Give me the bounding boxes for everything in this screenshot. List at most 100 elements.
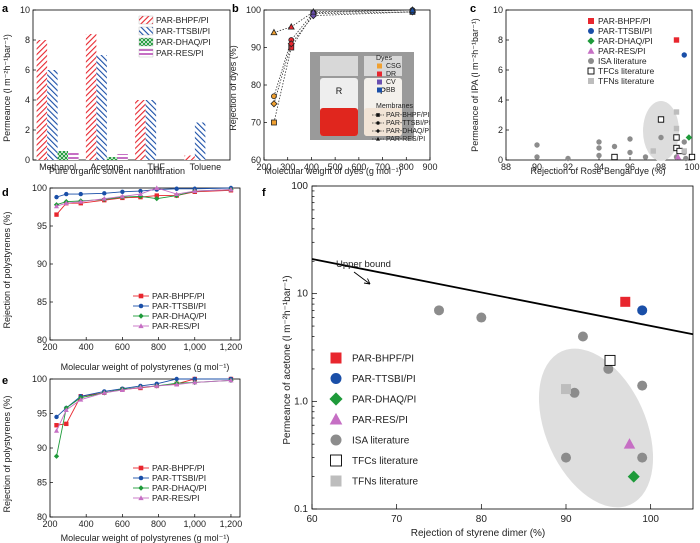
data-point [78, 397, 84, 402]
series-line [56, 379, 231, 457]
legend-marker [138, 465, 144, 471]
y-tick-label: 1.0 [294, 396, 308, 407]
legend-marker [375, 136, 381, 141]
legend-label: PAR-DHAQ/PI [152, 311, 207, 321]
legend-marker [587, 47, 595, 54]
data-point [309, 8, 317, 15]
x-tick-label: 200 [42, 519, 57, 529]
data-point [673, 125, 680, 132]
y-tick-label: 100 [246, 5, 261, 15]
data-point [120, 189, 125, 194]
data-point [53, 428, 60, 433]
y-tick-label: 2 [498, 125, 503, 135]
data-point [673, 109, 680, 115]
y-tick-label: 100 [32, 183, 47, 193]
legend-marker [330, 373, 342, 384]
data-point [637, 452, 648, 463]
y-tick-label: 4 [25, 95, 30, 105]
data-point [673, 37, 680, 43]
bar [47, 70, 58, 160]
data-point [64, 191, 69, 197]
legend-marker [138, 495, 144, 501]
data-point [534, 154, 540, 160]
legend-label: PAR-TTSBI/PI [386, 120, 431, 127]
plot-frame [311, 185, 694, 510]
y-tick-label: 95 [37, 409, 47, 419]
data-point [642, 154, 649, 160]
panel-d-y-label: Rejection of polystyrenes (%) [2, 211, 12, 328]
data-point [228, 186, 234, 192]
bar [57, 151, 69, 160]
data-point [101, 390, 107, 395]
y-tick-label: 8 [25, 35, 30, 45]
legend-label: TFNs literature [598, 76, 654, 86]
legend-swatch [377, 79, 382, 85]
legend-marker [138, 485, 144, 491]
series-line [273, 9, 413, 33]
data-point [54, 414, 59, 420]
data-point [54, 212, 59, 217]
panel-label-d: d [2, 187, 9, 199]
data-point [650, 148, 656, 154]
data-point [228, 377, 234, 383]
data-point [192, 379, 198, 385]
data-point [64, 421, 69, 427]
y-tick-label: 100 [291, 181, 308, 192]
x-category-label: Methanol [39, 162, 76, 172]
data-point [174, 191, 180, 197]
x-tick-label: 300 [280, 162, 295, 172]
legend-marker [376, 113, 380, 117]
legend-label: PAR-RES/PI [156, 48, 204, 58]
panel-f-series: Upper bound [311, 258, 694, 483]
panel-b-dye-rejection-chart: b 60 70 80 90 100 200 300 400 500 600 700 800 900 R … [228, 3, 438, 176]
legend-marker [138, 313, 144, 319]
legend-label: BB [386, 87, 396, 94]
panel-b-axes: 60 70 80 90 100 200 300 400 500 600 700 800 900 [246, 5, 438, 172]
data-point [577, 331, 588, 342]
y-tick-label: 10 [20, 5, 30, 15]
data-point [270, 100, 278, 108]
legend-label: PAR-RES/PI [152, 493, 200, 503]
panel-b-x-label: Molecular weight of dyes (g mol⁻¹) [264, 166, 401, 176]
data-point [611, 143, 618, 150]
panel-d-axes: 80 85 90 95 100 200 400 600 800 1,000 1,200 [32, 183, 242, 352]
legend-marker [376, 121, 380, 125]
upper-bound-line [311, 258, 694, 336]
legend-label: PAR-TTSBI/PI [152, 473, 206, 483]
vial-p-label: P [380, 86, 386, 96]
legend-label: PAR-TTSBI/PI [352, 374, 416, 385]
y-tick-label: 90 [37, 443, 47, 453]
data-point [620, 296, 631, 307]
panel-e-legend: PAR-BHPF/PIPAR-TTSBI/PIPAR-DHAQ/PIPAR-RE… [133, 463, 207, 503]
data-point [78, 191, 83, 197]
legend-marker [588, 58, 594, 64]
data-point [596, 139, 602, 145]
legend-label: TFCs literature [598, 66, 654, 76]
legend-label: PAR-DHAQ/PI [598, 36, 653, 46]
series-line [56, 378, 231, 418]
x-tick-label: 400 [304, 162, 319, 172]
legend-marker [138, 323, 144, 329]
series-line [56, 187, 231, 207]
series-line [273, 11, 413, 104]
panel-e-x-label: Molecular weight of polystyrenes (g mol⁻… [61, 533, 230, 543]
data-point [138, 188, 143, 194]
data-point [681, 148, 687, 154]
series-line [273, 11, 413, 123]
data-point [604, 354, 616, 366]
x-tick-label: 1,200 [220, 342, 243, 352]
data-point [683, 155, 689, 162]
x-tick-label: 400 [79, 519, 94, 529]
series-line [273, 9, 413, 97]
legend-marker [588, 18, 594, 24]
y-tick-label: 70 [251, 118, 261, 128]
legend-label: DR [386, 71, 396, 78]
panel-label-f: f [262, 187, 266, 199]
panel-label-b: b [232, 3, 239, 15]
legend-label: PAR-BHPF/PI [352, 354, 414, 365]
x-tick-label: 800 [399, 162, 414, 172]
x-tick-label: 1,200 [220, 519, 243, 529]
data-point [676, 147, 683, 155]
bar [68, 151, 79, 160]
